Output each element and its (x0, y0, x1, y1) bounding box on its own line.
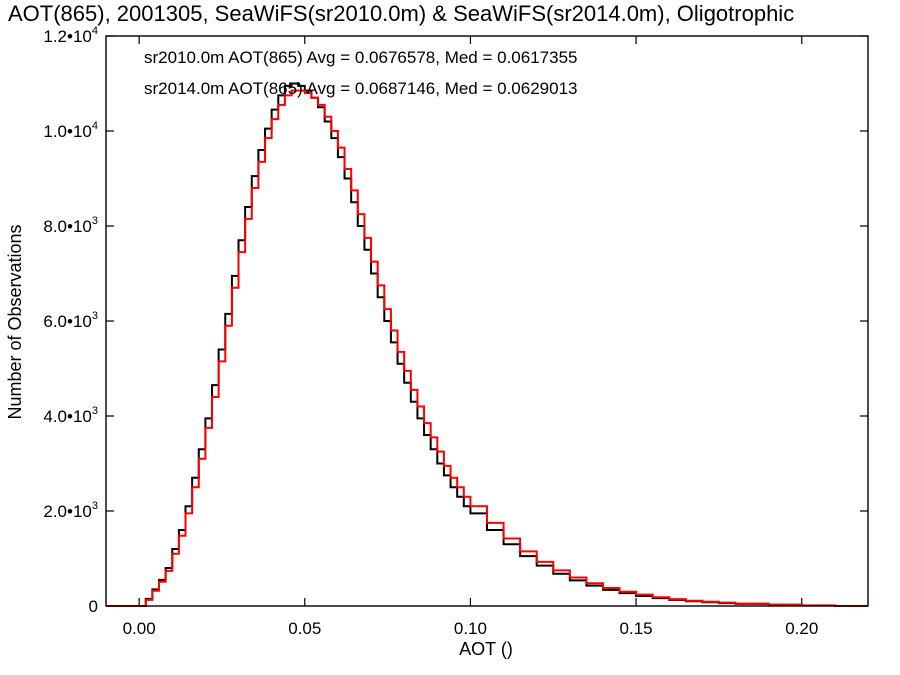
x-tick-label: 0.10 (454, 619, 487, 638)
y-tick-label: 6.0•103 (43, 310, 98, 331)
y-tick-mantissa: 1.0•10 (43, 122, 92, 141)
x-tick-label: 0.05 (288, 619, 321, 638)
legend: sr2010.0m AOT(865) Avg = 0.0676578, Med … (144, 48, 578, 98)
x-axis-label: AOT () (459, 639, 513, 659)
y-tick-exponent: 3 (92, 215, 98, 227)
x-tick-label: 0.15 (620, 619, 653, 638)
y-tick-mantissa: 6.0•10 (43, 312, 92, 331)
y-tick-label: 2.0•103 (43, 500, 98, 521)
y-tick-label: 0 (89, 597, 98, 616)
y-tick-mantissa: 0 (89, 597, 98, 616)
y-tick-label: 1.0•104 (43, 120, 98, 141)
series-sr2014-line (106, 89, 868, 607)
series-layer (106, 82, 868, 607)
chart-title: AOT(865), 2001305, SeaWiFS(sr2010.0m) & … (8, 1, 794, 26)
y-tick-exponent: 3 (92, 310, 98, 322)
x-tick-label: 0.20 (785, 619, 818, 638)
legend-entry-sr2014: sr2014.0m AOT(865) Avg = 0.0687146, Med … (144, 79, 578, 98)
x-tick-label: 0.00 (123, 619, 156, 638)
y-tick-label: 4.0•103 (43, 405, 98, 426)
y-tick-mantissa: 4.0•10 (43, 407, 92, 426)
axis-ticks: 0.00 0.05 0.10 0.15 0.2002.0•1034.0•1036.0•1… (43, 25, 868, 638)
y-tick-exponent: 4 (92, 120, 98, 132)
y-tick-mantissa: 8.0•10 (43, 217, 92, 236)
legend-entry-sr2010: sr2010.0m AOT(865) Avg = 0.0676578, Med … (144, 48, 578, 67)
y-tick-exponent: 3 (92, 405, 98, 417)
y-tick-exponent: 3 (92, 500, 98, 512)
y-axis-label: Number of Observations (5, 224, 25, 419)
plot-frame (105, 35, 869, 607)
y-tick-mantissa: 1.2•10 (43, 27, 92, 46)
y-tick-exponent: 4 (92, 25, 98, 37)
y-tick-mantissa: 2.0•10 (43, 502, 92, 521)
series-sr2010-line (106, 82, 868, 607)
y-tick-label: 1.2•104 (43, 25, 98, 46)
y-tick-label: 8.0•103 (43, 215, 98, 236)
